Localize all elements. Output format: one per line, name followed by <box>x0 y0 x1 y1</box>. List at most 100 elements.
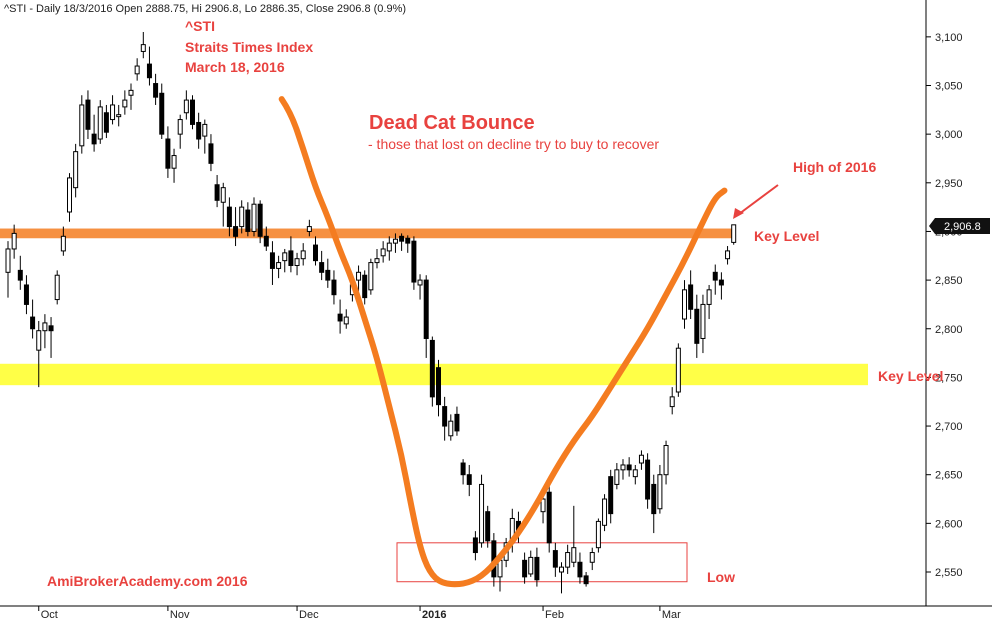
candle <box>614 463 620 490</box>
candle <box>128 83 134 110</box>
candle-body-down <box>159 92 165 135</box>
candle-body-up <box>559 566 564 573</box>
candle <box>331 270 337 305</box>
candle-body-down <box>337 313 343 322</box>
candle <box>159 83 165 140</box>
candle <box>436 359 441 417</box>
candle <box>663 440 669 485</box>
high-arrow-head-icon <box>733 208 744 219</box>
candle <box>30 299 36 339</box>
candle <box>362 270 368 305</box>
candle-body-down <box>454 413 460 432</box>
candle <box>565 544 571 574</box>
candle <box>694 294 700 358</box>
candle <box>589 547 595 571</box>
candle <box>706 284 712 320</box>
candle <box>682 280 687 329</box>
candle <box>257 200 263 244</box>
candle <box>485 505 491 548</box>
key-level-band <box>0 228 736 239</box>
candle <box>411 236 417 290</box>
candle-body-down <box>399 235 405 242</box>
candle-body-down <box>103 112 109 133</box>
candle-body-down <box>442 406 448 427</box>
candle <box>208 134 214 172</box>
candle-body-down <box>718 279 724 286</box>
candle <box>79 95 85 154</box>
candle <box>380 241 386 263</box>
candle <box>712 264 718 295</box>
candle-body-up <box>128 89 134 96</box>
candle <box>718 272 724 300</box>
candle-body-up <box>620 464 626 471</box>
candle-body-up <box>479 483 485 544</box>
candle <box>73 143 79 198</box>
candle-body-down <box>190 99 195 125</box>
candle <box>608 469 614 524</box>
candle <box>386 236 392 261</box>
candle <box>368 258 374 295</box>
candle-body-up <box>140 44 146 52</box>
candle <box>583 572 589 587</box>
candle <box>540 494 546 524</box>
candle-body-up <box>306 226 312 232</box>
candle-body-up <box>79 104 85 147</box>
candle-body-up <box>374 258 380 264</box>
candle <box>23 275 29 315</box>
candle <box>54 270 60 305</box>
candle <box>325 258 331 288</box>
candle-body-up <box>73 151 79 189</box>
candle <box>165 126 171 178</box>
candle-body-down <box>196 121 202 140</box>
candle <box>313 236 318 266</box>
candle-body-up <box>638 454 644 464</box>
candle <box>36 320 42 388</box>
candle <box>269 241 275 285</box>
low-zone <box>396 542 688 583</box>
x-tick-label: Dec <box>299 609 319 621</box>
candle-body-down <box>466 474 472 485</box>
candle-body-down <box>257 203 263 237</box>
candle <box>472 531 478 561</box>
candle-body-down <box>688 284 694 310</box>
candle-body-up <box>700 303 706 339</box>
candle <box>11 224 17 259</box>
candle-body-down <box>48 325 54 332</box>
x-tick-label: Oct <box>41 609 58 621</box>
candle <box>638 450 644 470</box>
candle-body-down <box>23 284 29 305</box>
candle-body-up <box>595 520 601 549</box>
candle-body-up <box>356 271 362 281</box>
high-of-year-label: High of 2016 <box>793 159 876 175</box>
candle <box>67 173 72 222</box>
candle <box>620 459 626 480</box>
high-arrow-line <box>738 184 779 215</box>
x-tick-label: Nov <box>170 609 190 621</box>
candle <box>632 464 638 485</box>
candle-body-up <box>448 420 454 437</box>
dead-cat-bounce-curve <box>278 96 728 588</box>
candle <box>700 294 706 354</box>
candle <box>85 90 91 140</box>
y-tick-label: 2,950 <box>935 178 963 190</box>
x-tick-label: Feb <box>545 609 564 621</box>
candle <box>522 552 528 584</box>
candle-body-up <box>614 469 620 485</box>
candle-body-up <box>110 104 116 121</box>
watermark: AmiBrokerAcademy.com 2016 <box>47 573 248 589</box>
candle-body-up <box>202 123 208 137</box>
candle-body-up <box>183 99 189 114</box>
candle <box>220 182 226 227</box>
candle <box>460 459 466 485</box>
y-tick-label: 3,050 <box>935 81 963 93</box>
y-tick-label: 2,650 <box>935 470 963 482</box>
candle-body-down <box>472 537 478 554</box>
candle <box>239 200 245 234</box>
candle-body-down <box>313 244 318 262</box>
candle-body-down <box>423 279 429 339</box>
candle-body-up <box>602 498 608 526</box>
candle-body-down <box>85 99 91 130</box>
candle <box>571 505 577 568</box>
candle-body-down <box>608 476 614 515</box>
candle-body-down <box>694 308 700 344</box>
